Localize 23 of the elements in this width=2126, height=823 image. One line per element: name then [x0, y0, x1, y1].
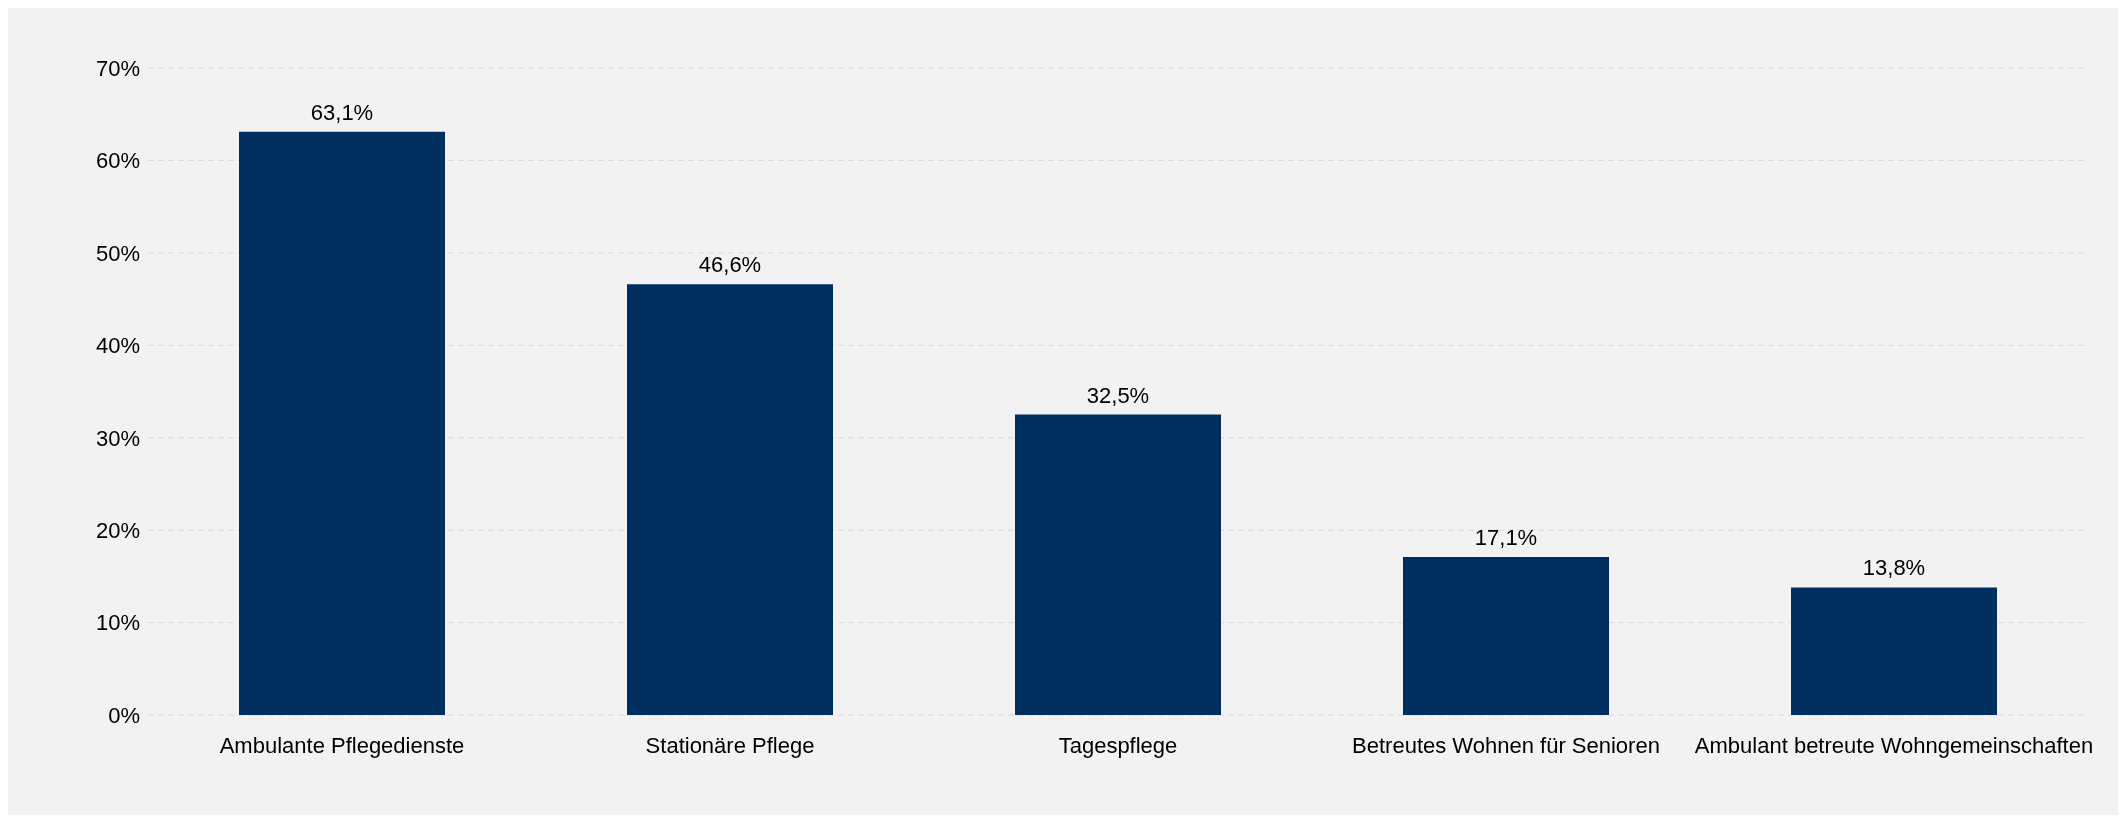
x-tick-label: Betreutes Wohnen für Senioren	[1352, 732, 1660, 758]
x-tick-label: Ambulante Pflegedienste	[219, 732, 465, 758]
data-label: 46,6%	[698, 252, 762, 278]
data-label: 63,1%	[310, 99, 374, 125]
x-tick-label: Stationäre Pflege	[645, 732, 815, 758]
y-tick-label: 0%	[108, 702, 140, 728]
bar	[627, 284, 833, 715]
x-tick-label: Ambulant betreute Wohngemeinschaften	[1694, 732, 2094, 758]
bar	[239, 131, 445, 715]
y-tick-label: 40%	[95, 333, 140, 359]
data-label: 13,8%	[1862, 555, 1926, 581]
bar	[1403, 556, 1609, 715]
data-label: 17,1%	[1474, 524, 1538, 550]
y-tick-label: 70%	[95, 55, 140, 81]
y-tick-label: 20%	[95, 517, 140, 543]
y-tick-label: 30%	[95, 425, 140, 451]
y-tick-label: 10%	[95, 610, 140, 636]
y-tick-label: 60%	[95, 148, 140, 174]
data-label: 32,5%	[1086, 382, 1150, 408]
bar	[1015, 414, 1221, 715]
x-tick-label: Tagespflege	[1058, 732, 1178, 758]
bar	[1791, 587, 1997, 715]
y-tick-label: 50%	[95, 240, 140, 266]
